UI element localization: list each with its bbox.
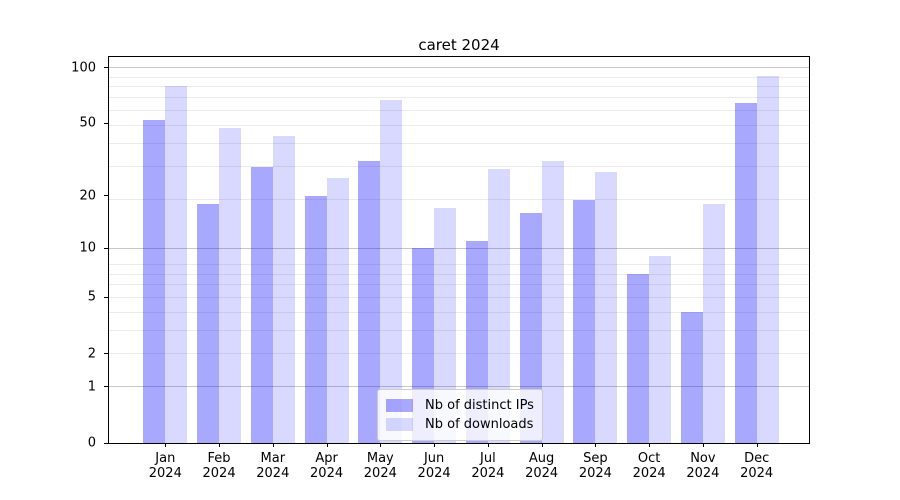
major-gridline-100 (109, 67, 809, 69)
x-axis: Jan 2024 Feb 2024 Mar 2024 Apr 2024 May 2024 Jun 20… (109, 443, 809, 493)
minor-gridline-19 (109, 199, 809, 201)
y-tick-mark-5 (104, 296, 108, 298)
bar-feb-ips (197, 203, 220, 443)
legend: Nb of distinct IPs Nb of downloads (377, 389, 543, 441)
x-tick-label-jul: Jul 2024 (471, 451, 505, 481)
y-tick-mark-2 (104, 353, 108, 355)
bar-dec-ips (734, 102, 757, 443)
y-tick-mark-50 (104, 122, 108, 124)
x-tick-label-nov: Nov 2024 (686, 451, 720, 481)
x-tick-mark-may (380, 443, 382, 447)
x-tick-mark-apr (326, 443, 328, 447)
y-tick-mark-1 (104, 386, 108, 388)
x-tick-label-apr: Apr 2024 (310, 451, 344, 481)
y-tick-label-20: 20 (79, 188, 96, 204)
minor-gridline-4 (109, 311, 809, 313)
x-tick-label-aug: Aug 2024 (525, 451, 559, 481)
y-tick-label-0: 0 (87, 435, 96, 451)
x-tick-mark-jun (434, 443, 436, 447)
x-tick-label-may: May 2024 (363, 451, 397, 481)
x-tick-mark-jan (165, 443, 167, 447)
minor-gridline-39 (109, 142, 809, 144)
minor-gridline-29 (109, 166, 809, 168)
x-tick-label-mar: Mar 2024 (256, 451, 290, 481)
legend-item-distinct-ips: Nb of distinct IPs (386, 396, 534, 415)
legend-swatch-downloads (386, 418, 413, 431)
x-tick-mark-sep (595, 443, 597, 447)
x-tick-mark-feb (219, 443, 221, 447)
bar-sep-downloads (595, 172, 618, 443)
chart-title: caret 2024 (418, 36, 500, 54)
legend-label-downloads: Nb of downloads (425, 417, 534, 432)
minor-gridline-49 (109, 124, 809, 126)
y-tick-mark-10 (104, 247, 108, 249)
x-tick-mark-jul (487, 443, 489, 447)
y-tick-label-5: 5 (87, 289, 96, 305)
major-gridline-10 (109, 247, 809, 249)
minor-gridline-5 (109, 296, 809, 298)
x-tick-mark-nov (702, 443, 704, 447)
x-tick-mark-oct (649, 443, 651, 447)
bar-oct-downloads (649, 255, 672, 443)
y-tick-label-100: 100 (71, 60, 96, 76)
legend-label-distinct-ips: Nb of distinct IPs (425, 398, 534, 413)
bar-aug-downloads (541, 161, 564, 443)
bar-jul-downloads (487, 169, 510, 443)
minor-gridline-2 (109, 353, 809, 355)
x-tick-mark-aug (541, 443, 543, 447)
minor-gridline-59 (109, 109, 809, 111)
legend-item-downloads: Nb of downloads (386, 415, 534, 434)
x-tick-label-sep: Sep 2024 (578, 451, 612, 481)
x-tick-label-jun: Jun 2024 (417, 451, 451, 481)
bar-jan-ips (143, 120, 166, 443)
bar-mar-downloads (272, 135, 295, 443)
minor-gridline-3 (109, 329, 809, 331)
bar-jan-downloads (165, 85, 188, 443)
minor-gridline-8 (109, 263, 809, 265)
bar-apr-downloads (326, 178, 349, 443)
x-tick-label-oct: Oct 2024 (632, 451, 666, 481)
y-tick-label-10: 10 (79, 240, 96, 256)
minor-gridline-6 (109, 284, 809, 286)
y-tick-label-2: 2 (87, 346, 96, 362)
y-tick-label-1: 1 (87, 379, 96, 395)
major-gridline-1 (109, 386, 809, 388)
y-tick-mark-20 (104, 195, 108, 197)
x-tick-mark-mar (272, 443, 274, 447)
minor-gridline-7 (109, 273, 809, 275)
bar-dec-downloads (756, 76, 779, 443)
x-tick-label-dec: Dec 2024 (740, 451, 774, 481)
plot-area: Nb of distinct IPs Nb of downloads (108, 56, 810, 444)
bar-mar-ips (250, 166, 273, 443)
minor-gridline-69 (109, 97, 809, 99)
minor-gridline-89 (109, 76, 809, 78)
minor-gridline-79 (109, 86, 809, 88)
bar-oct-ips (627, 274, 650, 443)
bar-jun-downloads (434, 208, 457, 443)
x-tick-mark-dec (756, 443, 758, 447)
bar-apr-ips (304, 195, 327, 443)
y-tick-label-50: 50 (79, 115, 96, 131)
bar-may-ips (358, 161, 381, 443)
bar-nov-downloads (702, 203, 725, 443)
legend-swatch-distinct-ips (386, 399, 413, 412)
y-tick-mark-0 (104, 442, 108, 444)
x-tick-label-feb: Feb 2024 (202, 451, 236, 481)
bar-sep-ips (573, 199, 596, 443)
y-axis: 0 1 2 5 10 20 50 100 (0, 57, 108, 451)
bar-nov-ips (680, 312, 703, 443)
bar-aug-ips (519, 212, 542, 443)
bar-feb-downloads (219, 128, 242, 443)
x-tick-label-jan: Jan 2024 (148, 451, 182, 481)
bar-may-downloads (380, 100, 403, 443)
y-tick-mark-100 (104, 67, 108, 69)
